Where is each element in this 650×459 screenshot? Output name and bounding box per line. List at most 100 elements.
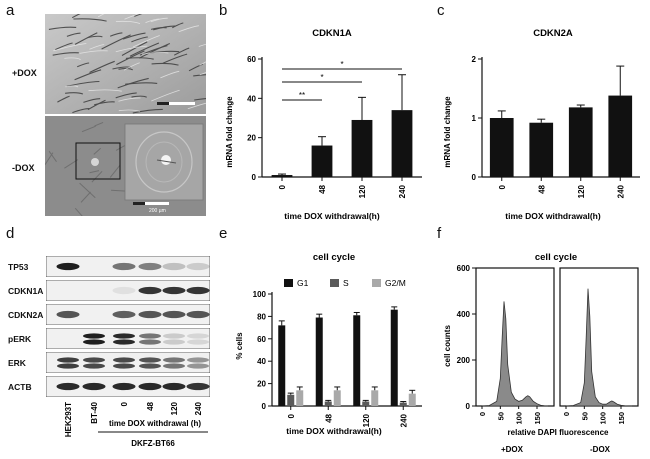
band-240 — [186, 382, 210, 391]
band-lower — [187, 339, 209, 345]
cell-shape — [116, 50, 145, 66]
band-upper — [113, 333, 135, 339]
x-tick-label: 240 — [616, 184, 625, 198]
bar-G2/M-120 — [371, 390, 379, 406]
band-lower — [187, 363, 209, 369]
cell-shape — [151, 89, 180, 102]
histogram--DOX — [565, 288, 632, 407]
legend-label: G1 — [297, 278, 309, 288]
cell-shape — [115, 92, 137, 99]
x-tick-label: 100 — [599, 412, 608, 425]
cell-shape — [71, 14, 81, 19]
cell-shape — [98, 14, 105, 18]
band-lower — [139, 339, 161, 345]
lane-label-240: 240 — [194, 401, 203, 415]
band-upper — [163, 357, 185, 363]
x-tick-label: 120 — [362, 413, 371, 427]
y-tick-label: 200 — [457, 356, 471, 365]
lane-label-0: 0 — [120, 401, 129, 406]
cell-shape — [153, 25, 176, 31]
x-tick-label: 150 — [617, 412, 626, 425]
blot-xlabel: time DOX withdrawal (h) — [109, 419, 201, 428]
bar-S-120 — [362, 401, 370, 406]
chart-f-condition-plus: +DOX — [501, 445, 524, 454]
chart-c-title: CDKN2A — [533, 28, 573, 39]
cell-shape — [124, 14, 140, 20]
band-lower — [83, 339, 105, 345]
cell-shape — [79, 182, 96, 199]
cell-shape — [115, 144, 127, 151]
x-tick-label: 240 — [399, 413, 408, 427]
band-BT-40 — [82, 382, 106, 391]
cell-shape — [173, 47, 190, 56]
cell-shape — [48, 26, 77, 30]
blot-strip-erk — [46, 352, 210, 373]
lane-label-HEK293T: HEK293T — [64, 402, 73, 437]
cell-shape — [101, 34, 131, 50]
histogram-+DOX — [481, 301, 549, 407]
bar-G1-0 — [278, 325, 286, 406]
band-lower — [163, 363, 185, 369]
bar-120 — [568, 107, 593, 177]
band-0 — [112, 310, 136, 319]
x-tick-label: 50 — [496, 412, 505, 420]
blot-label-erk: ERK — [8, 358, 26, 368]
band-48 — [138, 382, 162, 391]
x-tick-label: 120 — [358, 184, 367, 198]
cell-shape — [66, 32, 81, 37]
cell-shape — [79, 50, 108, 54]
band-0 — [112, 286, 136, 295]
scale-bar-text: 200 µm — [149, 208, 166, 214]
band-120 — [162, 286, 186, 295]
bar-0 — [489, 118, 514, 177]
band-lower — [113, 339, 135, 345]
cell-shape — [76, 62, 90, 68]
cell-shape — [52, 52, 79, 56]
y-tick-label: 0 — [262, 402, 267, 411]
x-tick-label: 48 — [324, 413, 333, 422]
y-tick-label: 40 — [257, 357, 266, 366]
chart-cdkn1a: CDKN1A mRNA fold change time DOX withdra… — [225, 28, 422, 221]
plus-dox-label: +DOX — [12, 68, 37, 78]
bar-G1-48 — [315, 317, 323, 406]
cell-shape — [125, 57, 154, 60]
cell-shape — [162, 53, 188, 64]
cell-shape — [88, 89, 122, 92]
panel-letter-d: d — [6, 225, 15, 242]
x-tick-label: 0 — [287, 413, 296, 418]
x-tick-label: 150 — [533, 412, 542, 425]
cell-shape — [65, 92, 84, 95]
band-HEK293T — [56, 262, 80, 271]
cell-shape — [89, 170, 100, 174]
chart-f-xlabel: relative DAPI fluorescence — [508, 428, 609, 437]
cell-shape — [115, 45, 148, 53]
cell-shape — [131, 95, 147, 98]
cell-shape — [193, 74, 206, 77]
cell-shape — [48, 150, 57, 162]
cell-shape — [55, 42, 73, 51]
band-upper — [139, 333, 161, 339]
band-lower — [113, 363, 135, 369]
x-tick-label: 0 — [478, 412, 487, 416]
cell-shape — [199, 72, 206, 76]
band-upper — [139, 357, 161, 363]
cell-shape — [139, 42, 171, 59]
micrograph-plus-dox-texture — [45, 14, 206, 114]
cell-shape — [89, 44, 105, 50]
y-tick-label: 2 — [472, 55, 477, 64]
cell-shape — [45, 152, 54, 165]
panel-letter-b: b — [219, 2, 228, 19]
cell-shape — [72, 108, 90, 114]
legend-label: G2/M — [385, 278, 406, 288]
lane-label-BT-40: BT-40 — [90, 401, 99, 423]
blot-strip-tp53 — [46, 256, 210, 277]
band-HEK293T — [56, 310, 80, 319]
x-tick-label: 50 — [580, 412, 589, 420]
cell-shape — [187, 102, 206, 110]
band-upper — [187, 357, 209, 363]
scale-bar-minus — [133, 202, 169, 205]
cell-shape — [80, 191, 91, 203]
bar-S-240 — [399, 402, 407, 406]
bar-G1-240 — [390, 309, 398, 406]
y-tick-label: 600 — [457, 264, 471, 273]
